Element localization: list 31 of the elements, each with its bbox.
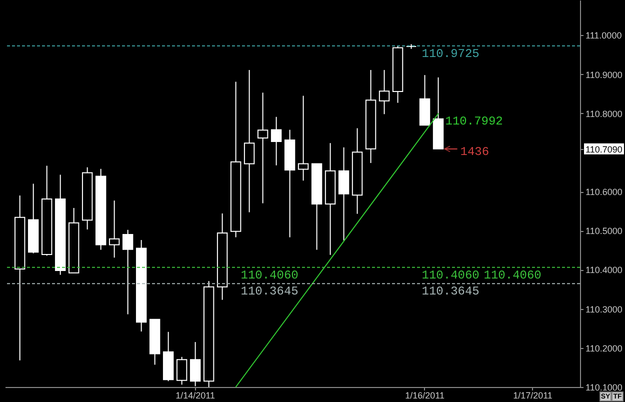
x-tick-label: 1/14/2011: [176, 390, 216, 400]
candlestick: [244, 69, 255, 213]
y-tick-label: 110.6000: [586, 187, 622, 198]
candlestick: [257, 92, 268, 204]
candlestick: [338, 146, 350, 241]
y-tick-label: 110.2000: [586, 343, 622, 354]
x-tick-label: 1/17/2011: [513, 390, 552, 400]
candlestick: [378, 69, 390, 115]
y-tick-label: 110.9000: [586, 70, 622, 80]
candlestick: [176, 356, 188, 386]
y-tick-label: 110.3000: [586, 304, 622, 314]
annotation: 110.4060: [240, 268, 298, 282]
candlestick: [108, 200, 120, 258]
data-label: 110.7992: [445, 114, 503, 129]
y-tick-label: 110.1000: [586, 382, 622, 392]
y-tick-label: 110.8000: [586, 108, 622, 119]
x-tick-label: 1/16/2011: [405, 390, 444, 400]
annotation: 1436: [460, 144, 490, 159]
candlestick: [122, 229, 134, 315]
candlestick: [298, 95, 309, 182]
y-tick-label: 110.7090: [586, 144, 622, 154]
candlestick: [270, 116, 282, 166]
ref-line-label: 110.4060: [422, 268, 480, 282]
ref-line-label: 110.9725: [422, 46, 480, 61]
y-tick-label: 110.5000: [586, 226, 622, 236]
annotation: 110.4060: [484, 268, 542, 282]
candlestick: [190, 342, 201, 387]
y-tick-label: 111.0000: [586, 30, 622, 41]
ref-line-label: 110.3645: [422, 284, 480, 299]
annotation: 110.3645: [240, 284, 298, 299]
y-tick-label: 110.4000: [586, 265, 622, 276]
